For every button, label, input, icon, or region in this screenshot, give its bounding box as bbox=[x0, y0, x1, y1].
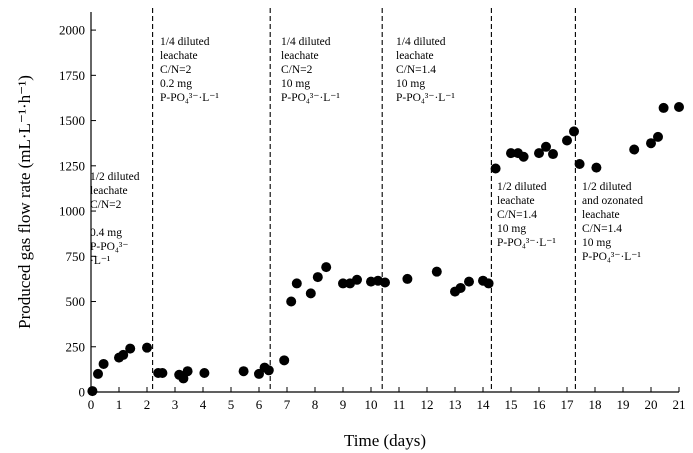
data-points bbox=[87, 102, 684, 397]
x-tick-label: 0 bbox=[88, 397, 95, 412]
phase-annotation: 1/2 diluted leachate C/N=2 0.4 mg P-PO₄³⁻ ·L⁻… bbox=[90, 171, 140, 267]
data-point bbox=[279, 355, 290, 366]
x-tick-label: 7 bbox=[284, 397, 291, 412]
data-point bbox=[653, 131, 663, 142]
data-point bbox=[506, 148, 516, 159]
y-tick-label: 1000 bbox=[59, 204, 85, 219]
data-point bbox=[674, 102, 684, 112]
data-point bbox=[490, 163, 501, 174]
x-tick-label: 11 bbox=[393, 397, 406, 412]
data-point bbox=[658, 102, 669, 113]
data-point bbox=[534, 148, 544, 159]
data-point bbox=[321, 262, 332, 273]
phase-annotation: 1/4 diluted leachate C/N=2 0.2 mg P-PO₄³⁻·L⁻… bbox=[160, 36, 219, 104]
x-tick-label: 2 bbox=[144, 397, 151, 412]
data-point bbox=[312, 272, 323, 283]
x-tick-label: 16 bbox=[533, 397, 547, 412]
data-point bbox=[338, 278, 348, 289]
x-tick-label: 19 bbox=[617, 397, 630, 412]
data-point bbox=[591, 162, 602, 173]
data-point bbox=[286, 296, 297, 307]
y-tick-label: 1250 bbox=[59, 158, 85, 173]
data-point bbox=[93, 368, 103, 379]
x-tick-label: 4 bbox=[200, 397, 207, 412]
x-tick-label: 3 bbox=[172, 397, 179, 412]
y-axis-label: Produced gas flow rate (mL·L⁻¹·h⁻¹) bbox=[15, 75, 34, 329]
data-point bbox=[178, 373, 189, 384]
x-tick-label: 18 bbox=[589, 397, 602, 412]
data-point bbox=[238, 366, 249, 377]
x-tick-label: 21 bbox=[673, 397, 686, 412]
data-point bbox=[646, 138, 656, 149]
data-point bbox=[402, 273, 413, 284]
x-tick-label: 10 bbox=[365, 397, 378, 412]
data-point bbox=[182, 366, 193, 377]
data-point bbox=[87, 386, 98, 397]
data-point bbox=[455, 282, 466, 293]
y-tick-label: 750 bbox=[66, 249, 86, 264]
x-tick-label: 9 bbox=[340, 397, 347, 412]
x-tick-label: 14 bbox=[477, 397, 491, 412]
y-tick-label: 1500 bbox=[59, 113, 85, 128]
data-point bbox=[305, 288, 316, 299]
data-point bbox=[629, 144, 640, 155]
data-point bbox=[574, 159, 585, 169]
data-point bbox=[142, 342, 152, 353]
data-point bbox=[483, 278, 494, 289]
x-tick-label: 20 bbox=[645, 397, 658, 412]
x-tick-label: 15 bbox=[505, 397, 518, 412]
data-point bbox=[380, 277, 390, 288]
x-tick-label: 8 bbox=[312, 397, 319, 412]
phase-annotation: 1/2 diluted and ozonated leachate C/N=1.4 10… bbox=[582, 181, 643, 263]
phase-dividers bbox=[152, 8, 576, 392]
y-tick-label: 2000 bbox=[59, 23, 85, 38]
data-point bbox=[431, 266, 442, 277]
data-point bbox=[569, 126, 579, 137]
data-point bbox=[562, 135, 572, 146]
x-tick-label: 13 bbox=[449, 397, 462, 412]
data-point bbox=[263, 365, 274, 376]
data-point bbox=[548, 149, 558, 160]
phase-annotation: 1/4 diluted leachate C/N=2 10 mg P-PO₄³⁻·L⁻¹ bbox=[281, 36, 340, 104]
x-tick-label: 5 bbox=[228, 397, 235, 412]
phase-annotation: 1/4 diluted leachate C/N=1.4 10 mg P-PO₄³⁻·L… bbox=[396, 36, 455, 104]
y-tick-label: 0 bbox=[79, 385, 86, 400]
data-point bbox=[98, 358, 109, 369]
data-point bbox=[291, 278, 302, 289]
data-point bbox=[125, 343, 136, 354]
y-tick-label: 500 bbox=[66, 294, 86, 309]
phase-annotation: 1/2 diluted leachate C/N=1.4 10 mg P-PO₄³⁻·L… bbox=[497, 181, 556, 249]
axes: 0 1 2 3 4 5 6 7 8 9 10 11 12 13 14 15 16 17 18 19 20 21025050… bbox=[59, 12, 686, 412]
data-point bbox=[464, 276, 474, 287]
x-tick-label: 6 bbox=[256, 397, 263, 412]
x-tick-label: 12 bbox=[421, 397, 434, 412]
data-point bbox=[541, 141, 551, 152]
data-point bbox=[518, 151, 529, 162]
x-tick-label: 1 bbox=[116, 397, 123, 412]
phase-annotations: 1/2 diluted leachate C/N=2 0.4 mg P-PO₄³⁻ ·L⁻… bbox=[90, 36, 643, 267]
data-point bbox=[118, 349, 129, 360]
x-tick-label: 17 bbox=[561, 397, 575, 412]
y-tick-label: 250 bbox=[66, 339, 86, 354]
data-point bbox=[157, 368, 168, 378]
y-tick-label: 1750 bbox=[59, 68, 85, 83]
x-axis-label: Time (days) bbox=[344, 431, 426, 450]
data-point bbox=[352, 274, 362, 285]
data-point bbox=[199, 368, 210, 378]
